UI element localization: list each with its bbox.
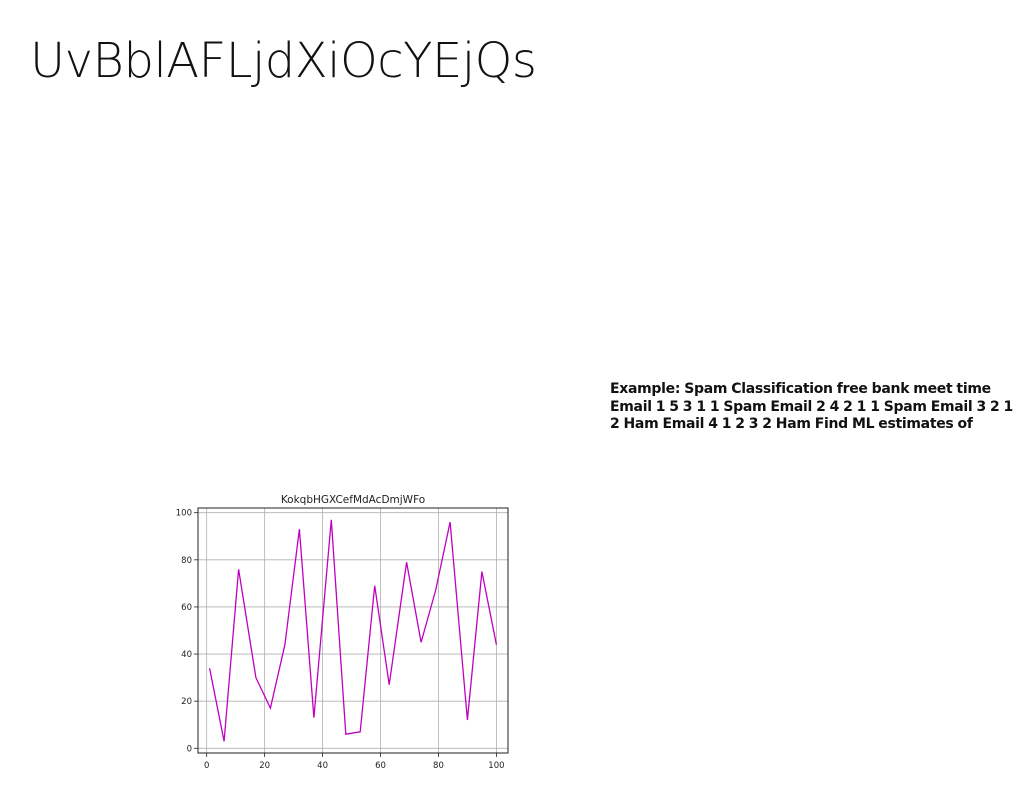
body-text: Example: Spam Classification free bank m… (610, 381, 1013, 432)
x-tick-label: 60 (375, 761, 386, 771)
y-tick-label: 60 (181, 603, 192, 613)
series-line (208, 519, 498, 742)
y-tick-label: 100 (176, 509, 192, 519)
y-tick-label: 80 (181, 556, 192, 566)
chart-grid (198, 508, 508, 753)
chart-svg: KokqbHGXCefMdAcDmjWFo 0 20 40 60 80 100 0 20 40 6… (176, 494, 509, 771)
line-chart: KokqbHGXCefMdAcDmjWFo 0 20 40 60 80 100 0 20 40 6… (160, 486, 520, 776)
x-tick-label: 40 (317, 761, 328, 771)
y-tick-label: 40 (181, 650, 192, 660)
x-tick-label: 100 (488, 761, 504, 771)
chart-ticks: 0 20 40 60 80 100 0 20 40 60 80 100 (176, 509, 505, 771)
y-tick-label: 0 (187, 744, 192, 754)
x-tick-label: 0 (204, 761, 209, 771)
plot-frame (197, 507, 509, 754)
page-title: UvBblAFLjdXiOcYEjQs (30, 33, 537, 89)
x-tick-label: 20 (259, 761, 270, 771)
chart-title: KokqbHGXCefMdAcDmjWFo (281, 494, 425, 506)
x-tick-label: 80 (433, 761, 444, 771)
chart-series (208, 519, 498, 742)
y-tick-label: 20 (181, 697, 192, 707)
